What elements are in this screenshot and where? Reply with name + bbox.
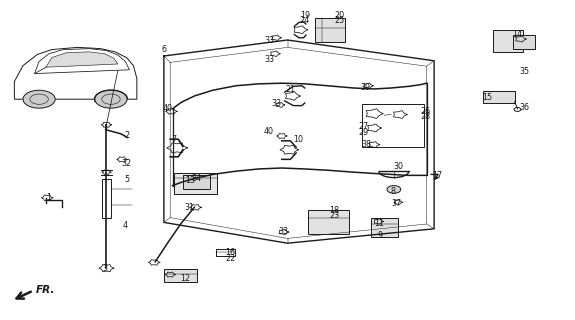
Bar xyxy=(362,104,424,147)
Polygon shape xyxy=(46,52,118,67)
Text: 33: 33 xyxy=(271,99,281,108)
Text: 33: 33 xyxy=(264,36,274,45)
Text: 8: 8 xyxy=(390,187,395,196)
Text: 18: 18 xyxy=(329,206,340,215)
Text: 16: 16 xyxy=(225,248,235,257)
Text: 11: 11 xyxy=(374,219,385,228)
Text: 27: 27 xyxy=(359,122,369,131)
Text: 26: 26 xyxy=(420,107,431,116)
Text: 20: 20 xyxy=(334,12,344,20)
Text: 37: 37 xyxy=(392,199,402,208)
Text: 22: 22 xyxy=(225,254,235,263)
Text: 28: 28 xyxy=(420,112,431,121)
Bar xyxy=(493,30,523,52)
Bar xyxy=(308,210,349,234)
Text: 23: 23 xyxy=(329,212,340,220)
Text: 3: 3 xyxy=(102,264,107,273)
Text: 5: 5 xyxy=(124,175,129,184)
Text: 29: 29 xyxy=(359,128,369,137)
Text: 35: 35 xyxy=(519,67,530,76)
Text: 6: 6 xyxy=(162,45,166,54)
Bar xyxy=(174,173,217,194)
Text: 14: 14 xyxy=(512,30,523,39)
Bar xyxy=(164,269,197,282)
Text: 34: 34 xyxy=(191,174,202,183)
Bar xyxy=(183,175,210,189)
Bar xyxy=(483,91,515,103)
Text: 12: 12 xyxy=(180,274,190,283)
Text: FR.: FR. xyxy=(36,284,56,295)
Bar xyxy=(315,18,345,42)
Text: 19: 19 xyxy=(300,12,310,20)
Text: 7: 7 xyxy=(171,135,176,144)
Text: 36: 36 xyxy=(519,103,530,112)
Text: 33: 33 xyxy=(264,55,274,64)
Text: 24: 24 xyxy=(300,16,310,25)
Text: 13: 13 xyxy=(185,176,195,185)
Text: 2: 2 xyxy=(124,132,129,140)
Text: 33: 33 xyxy=(278,227,289,236)
Bar xyxy=(102,179,111,218)
Text: 1: 1 xyxy=(47,193,51,202)
Bar xyxy=(513,35,535,49)
Text: 40: 40 xyxy=(264,127,274,136)
Text: 21: 21 xyxy=(285,85,296,94)
Circle shape xyxy=(387,186,401,193)
Text: 31: 31 xyxy=(185,203,195,212)
Circle shape xyxy=(23,90,55,108)
Text: 17: 17 xyxy=(432,171,442,180)
Text: 15: 15 xyxy=(482,93,493,102)
Text: 40: 40 xyxy=(163,104,173,113)
Text: 30: 30 xyxy=(393,162,404,171)
Text: 9: 9 xyxy=(378,231,382,240)
Bar xyxy=(371,218,398,237)
Text: 39: 39 xyxy=(360,83,370,92)
Text: 10: 10 xyxy=(293,135,303,144)
Text: 4: 4 xyxy=(123,221,128,230)
Text: 25: 25 xyxy=(334,16,344,25)
Circle shape xyxy=(95,90,127,108)
Text: 32: 32 xyxy=(121,159,132,168)
Text: 38: 38 xyxy=(362,140,372,149)
